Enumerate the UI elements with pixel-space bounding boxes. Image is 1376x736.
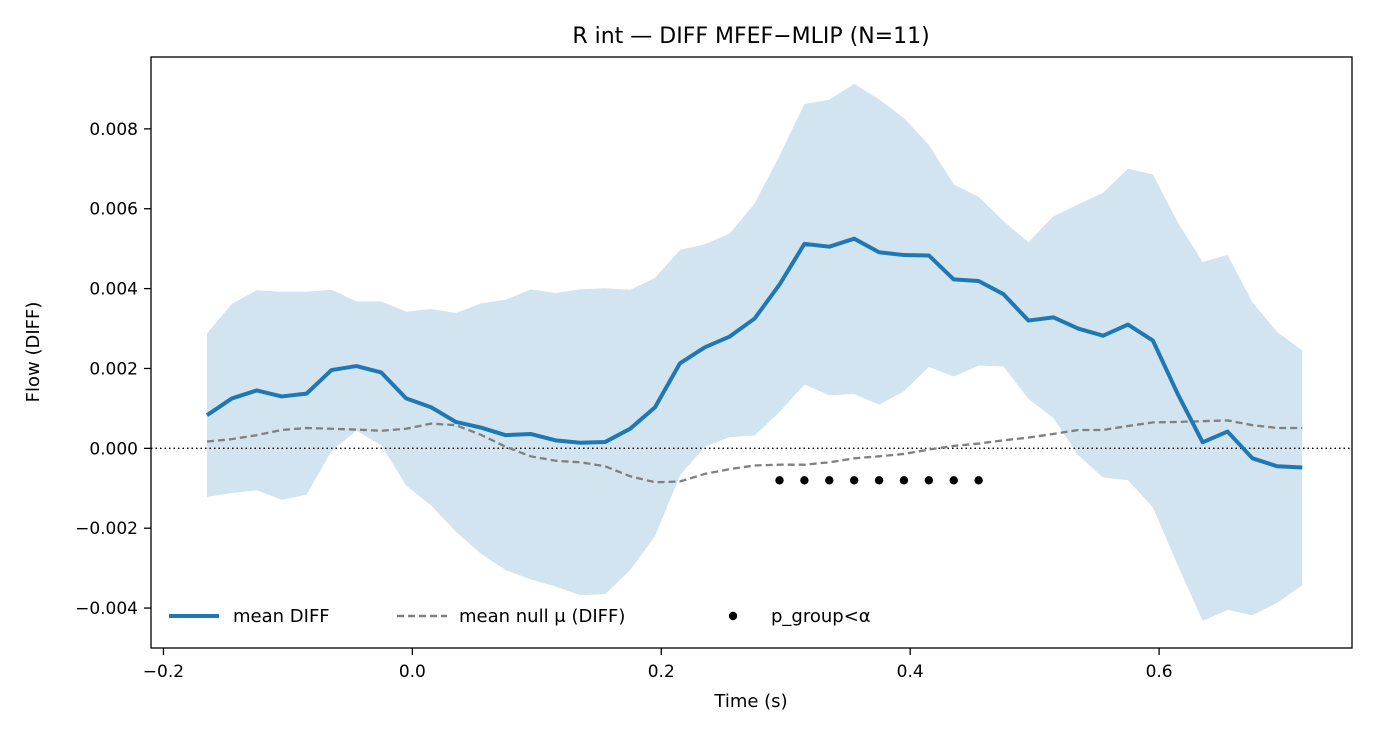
y-tick-label: 0.006 — [89, 200, 138, 220]
legend-swatch-significance — [728, 611, 738, 621]
x-tick-label: 0.4 — [897, 662, 924, 682]
significance-point — [825, 476, 834, 485]
x-tick-label: 0.0 — [399, 662, 426, 682]
chart-title: R int — DIFF MFEF−MLIP (N=11) — [572, 24, 929, 49]
legend: mean DIFF mean null μ (DIFF) p_group<α — [169, 606, 871, 627]
legend-label-significance: p_group<α — [771, 606, 871, 627]
significance-point — [899, 476, 909, 485]
plot-area — [151, 83, 1352, 621]
y-tick-label: 0.000 — [89, 439, 138, 459]
x-tick-label: −0.2 — [143, 662, 184, 682]
y-tick-label: −0.004 — [75, 599, 138, 619]
y-tick-label: −0.002 — [75, 519, 138, 539]
significance-point — [775, 476, 784, 485]
significance-point — [974, 476, 983, 485]
significance-point — [949, 476, 958, 485]
confidence-band — [207, 83, 1303, 621]
y-axis: −0.004 −0.002 0.000 0.002 0.004 0.006 0.008 — [75, 120, 151, 619]
legend-label-null-mean: mean null μ (DIFF) — [459, 606, 625, 627]
x-tick-label: 0.2 — [648, 662, 675, 682]
plot-frame — [150, 56, 1353, 649]
y-tick-label: 0.004 — [89, 280, 138, 300]
legend-label-mean-diff: mean DIFF — [233, 606, 330, 627]
y-axis-label: Flow (DIFF) — [23, 302, 44, 403]
significance-point — [874, 476, 884, 485]
x-axis-label: Time (s) — [713, 691, 787, 712]
significance-point — [849, 476, 859, 485]
significance-point — [924, 476, 934, 485]
series-line-null-mean — [206, 419, 1303, 484]
y-tick-label: 0.002 — [89, 359, 138, 379]
x-axis: −0.2 0.0 0.2 0.4 0.6 — [143, 648, 1173, 682]
y-tick-label: 0.008 — [89, 120, 138, 140]
significance-point — [800, 476, 809, 485]
series-line-mean-diff — [205, 236, 1303, 470]
x-tick-label: 0.6 — [1146, 662, 1173, 682]
